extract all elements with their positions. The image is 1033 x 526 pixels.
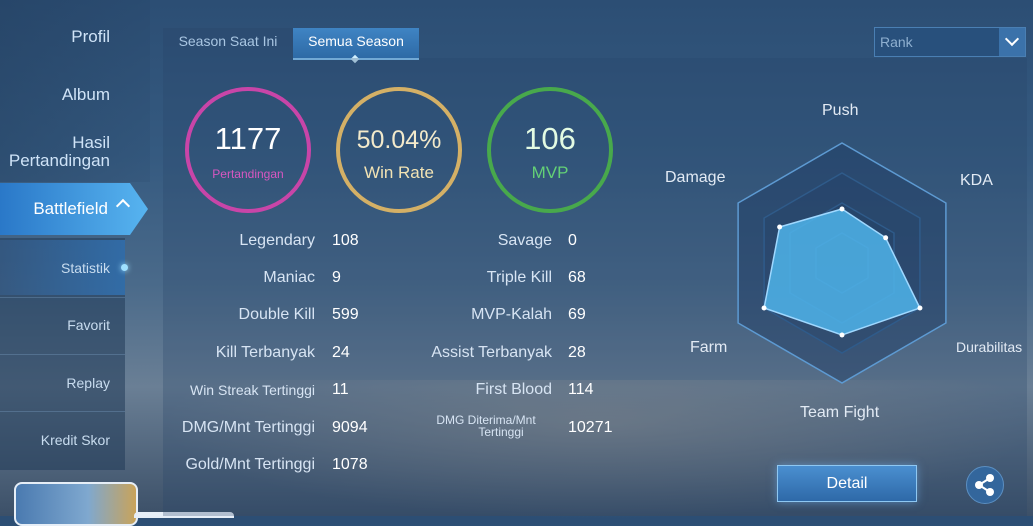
stat-label-line1: DMG Diterima/Mnt [436,413,536,427]
stat-value: 1078 [332,456,368,473]
tab-semua-season[interactable]: Semua Season [293,28,419,64]
winrate-value: 50.04% [356,126,442,154]
sidebar-item-hasil-line1: Hasil [72,133,110,152]
stat-label: Double Kill [238,306,315,323]
radar-label-farm: Farm [690,339,728,356]
radar-chart [737,142,947,384]
stat-value: 69 [568,306,586,323]
radar-label-durability: Durabilitas [956,339,1023,355]
matches-circle: 1177 Pertandingan [185,87,311,213]
stat-label: Triple Kill [486,269,552,286]
matches-value: 1177 [214,121,282,156]
sidebar-item-battlefield[interactable]: Battlefield [0,183,148,235]
stat-value: 0 [568,232,577,249]
tab-season-saat-ini[interactable]: Season Saat Ini [163,28,293,58]
stat-label: Maniac [263,269,315,286]
share-icon [975,474,994,496]
sidebar-subitem-statistik[interactable]: Statistik [60,260,110,276]
radar-dots [761,206,923,338]
winrate-circle: 50.04% Win Rate [336,87,462,213]
radar-point [761,305,767,311]
stat-value: 24 [332,344,350,361]
stat-label: DMG/Mnt Tertinggi [181,419,315,436]
sidebar-subitem-replay[interactable]: Replay [66,375,110,391]
radar-label-push: Push [822,102,859,119]
stat-value: 68 [568,269,586,286]
stat-label: Legendary [239,232,315,249]
sidebar-item-battlefield-label: Battlefield [33,199,108,218]
mvp-circle: 106 MVP [487,87,613,213]
sidebar-subitem-active-bg [0,240,125,295]
share-button[interactable] [966,466,1004,504]
mvp-label: MVP [531,163,569,182]
radar-point [883,235,889,241]
divider [0,297,125,298]
chevron-up-icon [115,198,131,214]
sidebar-top [0,0,150,182]
sidebar-item-hasil-line2: Pertandingan [8,151,110,170]
detail-button[interactable]: Detail [777,465,917,502]
active-indicator-dot [121,264,128,271]
radar-point [917,305,923,311]
divider [0,411,125,412]
matches-label: Pertandingan [212,167,284,181]
stat-value: 108 [332,232,359,249]
sidebar-subitem-kredit-skor[interactable]: Kredit Skor [40,432,110,448]
sidebar-item-profil[interactable]: Profil [71,27,110,46]
rank-dropdown-button[interactable] [999,28,1025,56]
sidebar: Profil Album Hasil Pertandingan Battlefi… [0,0,234,526]
stat-value: 9 [332,269,341,286]
stat-value: 28 [568,344,586,361]
radar-point [777,224,783,230]
stat-label: First Blood [475,381,552,398]
stat-label-line2: Tertinggi [478,425,524,439]
rank-select-value: Rank [880,34,913,50]
stat-value: 10271 [568,419,613,436]
stat-label: MVP-Kalah [471,306,552,323]
radar-label-damage: Damage [665,169,726,186]
sidebar-item-album[interactable]: Album [61,85,110,104]
divider [0,354,125,355]
season-tabs: Season Saat Ini Semua Season [163,28,1027,64]
tab-semua-season-label: Semua Season [308,33,404,49]
stat-label: Kill Terbanyak [215,344,315,361]
avatar-frame [134,512,234,518]
stat-label: DMG Diterima/Mnt Tertinggi [420,414,552,438]
mvp-value: 106 [524,121,576,156]
stat-value: 599 [332,306,359,323]
radar-point [839,332,845,338]
stat-label: Win Streak Tertinggi [189,382,315,398]
stat-value: 11 [332,381,349,398]
radar-label-kda: KDA [960,172,993,189]
chevron-down-icon [1004,31,1020,47]
stat-label: Gold/Mnt Tertinggi [185,456,315,473]
avatar[interactable] [14,482,138,526]
radar-point [839,206,845,212]
stat-label: Assist Terbanyak [431,344,552,361]
stat-label: Savage [497,232,552,249]
rank-select[interactable]: Rank [874,27,1026,57]
sidebar-subitem-favorit[interactable]: Favorit [67,317,110,333]
radar-label-teamfight: Team Fight [800,404,880,421]
stat-value: 114 [568,381,594,398]
stat-value: 9094 [332,419,368,436]
sidebar-item-hasil[interactable]: Hasil Pertandingan [0,134,110,170]
winrate-label: Win Rate [364,163,434,182]
